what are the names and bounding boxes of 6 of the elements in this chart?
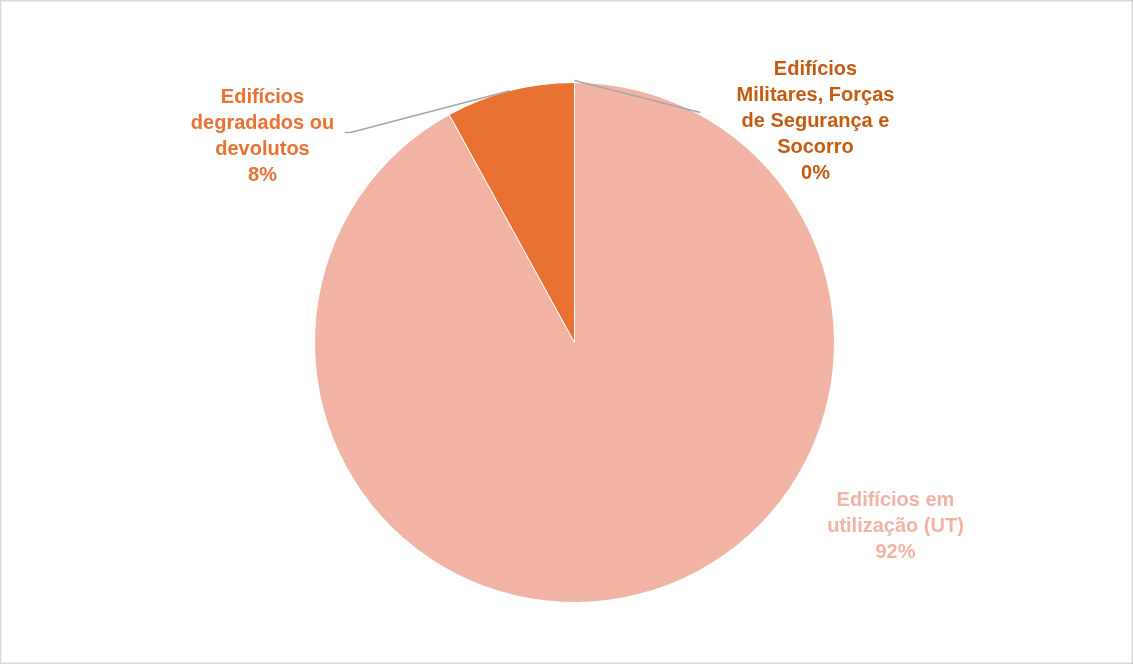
data-label: 92% xyxy=(875,539,916,562)
data-label: 8% xyxy=(248,162,278,185)
category-label: Edifícios Militares, Forças de Segurança e Socorro xyxy=(736,56,895,157)
slice-label: Edifícios em utilização (UT) xyxy=(827,487,964,536)
text: 0% xyxy=(801,160,830,183)
slice-label: Edifícios degradados ou devolutos xyxy=(190,84,335,159)
